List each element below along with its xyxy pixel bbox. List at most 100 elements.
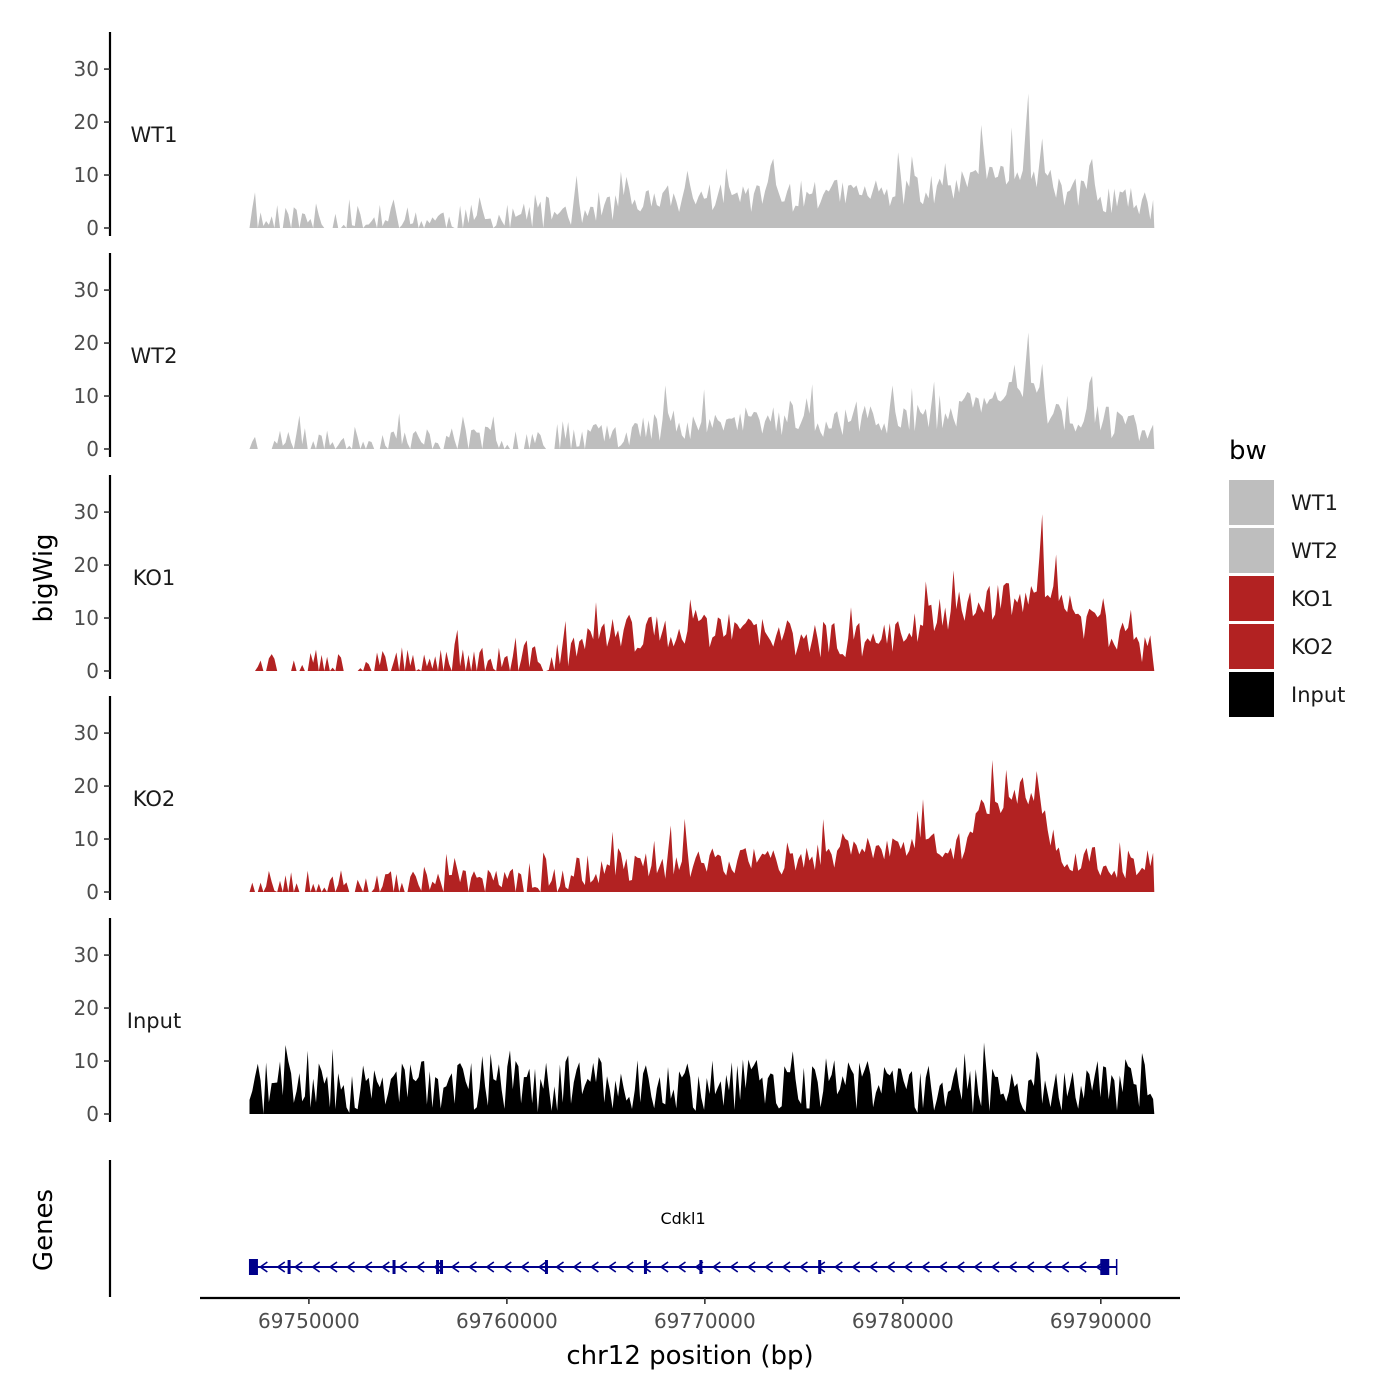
strand-arrow [746,1261,756,1273]
strand-arrow [990,1261,1000,1273]
track-wt1: 0 10 20 30 WT1 [74,32,1155,240]
track-label-ko2: KO2 [133,787,176,811]
strand-arrow [398,1261,408,1273]
strand-arrow [851,1261,861,1273]
strand-arrow [328,1261,338,1273]
y-tick-label: 30 [74,721,99,745]
strand-arrow [502,1261,512,1273]
legend-label-ko2: KO2 [1291,635,1334,659]
exon-mark [248,1259,258,1275]
y-tick-label: 10 [74,163,99,187]
strand-arrow [624,1261,634,1273]
gene-panel: Cdkl1 [108,1160,1118,1297]
legend-swatch-input [1229,672,1274,717]
strand-arrow [1025,1261,1035,1273]
legend-label-wt2: WT2 [1291,539,1338,563]
exon-mark [544,1260,548,1274]
legend-swatch-wt2 [1229,528,1274,573]
x-axis: 69750000 69760000 69770000 69780000 69790000 [200,1296,1180,1333]
strand-arrow [363,1261,373,1273]
exon-mark [436,1260,440,1274]
strand-arrow [311,1261,321,1273]
strand-arrow [799,1261,808,1273]
strand-arrow [659,1261,669,1273]
y-tick-label: 30 [74,57,99,81]
y-tick-label: 30 [74,278,99,302]
signal-area-wt2 [249,332,1155,449]
strand-arrow [1060,1261,1070,1273]
exon-mark [699,1260,703,1274]
legend-label-ko1: KO1 [1291,587,1334,611]
strand-arrow [1042,1261,1052,1273]
strand-arrow [764,1261,774,1273]
strand-arrow [938,1261,948,1273]
y-tick-label: 30 [74,943,99,967]
y-axis-title: bigWig [29,533,59,622]
y-tick-label: 20 [74,110,99,134]
exon-mark [392,1260,396,1274]
x-axis-title: chr12 position (bp) [566,1341,813,1371]
y-tick-label: 0 [86,216,99,240]
strand-arrow [1008,1261,1017,1273]
strand-arrow [293,1261,303,1273]
x-tick-label: 69750000 [258,1309,360,1333]
y-tick-label: 10 [74,827,99,851]
strand-arrow [555,1261,564,1273]
y-tick-label: 20 [74,331,99,355]
signal-area-wt1 [249,93,1155,228]
y-tick-label: 30 [74,500,99,524]
strand-arrow [589,1261,599,1273]
exon-mark [1100,1259,1110,1275]
signal-area-ko1 [249,514,1155,671]
strand-arrow [781,1261,791,1273]
y-tick-label: 10 [74,384,99,408]
strand-arrow [537,1261,547,1273]
x-tick-label: 69790000 [1050,1309,1152,1333]
legend-swatch-ko1 [1229,576,1274,621]
genes-axis-title: Genes [29,1189,59,1271]
strand-arrow [607,1261,617,1273]
track-ko2: 0 10 20 30 KO2 [74,696,1155,904]
legend-swatch-wt1 [1229,480,1274,525]
legend-swatch-ko2 [1229,624,1274,669]
track-label-ko1: KO1 [133,566,176,590]
track-label-wt2: WT2 [131,344,178,368]
strand-arrow [485,1261,495,1273]
strand-arrow [450,1261,460,1273]
y-tick-label: 0 [86,880,99,904]
track-wt2: 0 10 20 30 WT2 [74,253,1155,461]
legend-label-wt1: WT1 [1291,491,1338,515]
x-tick-label: 69760000 [456,1309,558,1333]
track-label-wt1: WT1 [131,123,178,147]
y-tick-label: 0 [86,659,99,683]
track-input: 0 10 20 30 Input [74,918,1155,1126]
strand-arrow [886,1261,896,1273]
strand-arrow [955,1261,965,1273]
signal-area-input [249,1042,1155,1114]
strand-arrow [258,1261,268,1273]
strand-arrow [572,1261,582,1273]
strand-arrow [433,1261,443,1273]
legend: bw WT1 WT2 KO1 KO2 Input [1229,436,1345,717]
strand-arrow [276,1261,286,1273]
strand-arrow [677,1261,686,1273]
strand-arrow [1077,1261,1087,1273]
exon-mark [818,1260,822,1274]
y-tick-label: 20 [74,996,99,1020]
strand-arrow [346,1261,355,1273]
tracks-group: 0 10 20 30 WT1 0 10 20 30 WT2 0 10 20 30 KO1 0 10 20 30 KO2… [74,32,1155,1126]
strand-arrow [973,1261,983,1273]
strand-arrow [380,1261,390,1273]
strand-arrow [816,1261,826,1273]
strand-arrow [520,1261,530,1273]
legend-label-input: Input [1291,683,1345,707]
exon-mark [643,1260,647,1274]
strand-arrow [921,1261,930,1273]
exon-mark [440,1260,444,1274]
x-tick-label: 69780000 [852,1309,954,1333]
track-label-input: Input [127,1009,181,1033]
legend-title: bw [1229,436,1267,466]
x-tick-label: 69770000 [654,1309,756,1333]
strand-arrow [415,1261,425,1273]
y-tick-label: 0 [86,437,99,461]
